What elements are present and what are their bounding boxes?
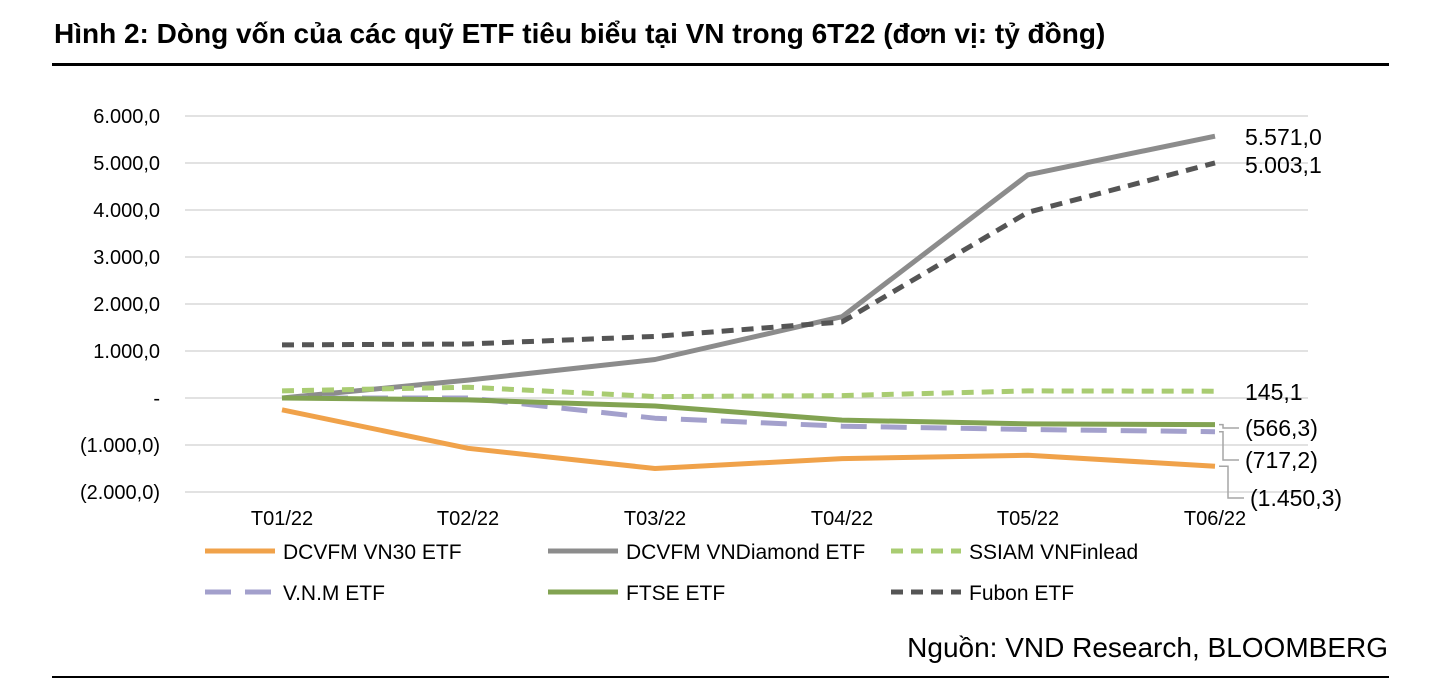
y-tick-label: 2.000,0 bbox=[93, 294, 160, 316]
legend-label: DCVFM VN30 ETF bbox=[283, 541, 462, 564]
legend-label: FTSE ETF bbox=[626, 582, 725, 605]
source-note: Nguồn: VND Research, BLOOMBERG bbox=[907, 632, 1388, 663]
y-tick-label: 1.000,0 bbox=[93, 341, 160, 363]
legend-label: V.N.M ETF bbox=[283, 582, 385, 605]
x-tick-label: T06/22 bbox=[1184, 508, 1246, 530]
grid-lines bbox=[185, 115, 1308, 493]
end-label: 5.571,0 bbox=[1245, 124, 1322, 150]
series-line-2 bbox=[281, 384, 1216, 400]
series-line-0 bbox=[281, 407, 1216, 471]
legend-label: DCVFM VNDiamond ETF bbox=[626, 541, 865, 564]
y-tick-label: - bbox=[153, 388, 160, 410]
bottom-rule bbox=[52, 676, 1389, 678]
y-tick-label: 3.000,0 bbox=[93, 247, 160, 269]
series-line-4 bbox=[281, 395, 1216, 428]
end-label: 5.003,1 bbox=[1245, 152, 1322, 178]
series-line-5 bbox=[281, 160, 1216, 348]
legend-label: Fubon ETF bbox=[969, 582, 1074, 605]
y-tick-label: 5.000,0 bbox=[93, 153, 160, 175]
x-axis-ticks: T01/22 T02/22 T03/22 T04/22 T05/22 T06/22 bbox=[251, 508, 1246, 530]
legend: DCVFM VN30 ETF DCVFM VNDiamond ETF SSIAM V… bbox=[205, 541, 1138, 605]
y-tick-label: 4.000,0 bbox=[93, 200, 160, 222]
x-tick-label: T04/22 bbox=[811, 508, 873, 530]
series-lines bbox=[281, 133, 1216, 471]
x-tick-label: T03/22 bbox=[624, 508, 686, 530]
end-label-leader bbox=[1219, 465, 1244, 499]
end-label-leader bbox=[1219, 430, 1239, 461]
end-label-leader bbox=[1219, 423, 1239, 429]
y-tick-label: 6.000,0 bbox=[93, 106, 160, 128]
series-line-1 bbox=[281, 133, 1216, 401]
series-line-3 bbox=[282, 395, 1216, 435]
legend-label: SSIAM VNFinlead bbox=[969, 541, 1138, 564]
end-labels: (1.450,3) 5.571,0 145,1 (717,2) (566,3) 5.003… bbox=[1219, 124, 1342, 511]
end-label: (1.450,3) bbox=[1250, 485, 1342, 511]
y-tick-label: (2.000,0) bbox=[80, 482, 160, 504]
x-tick-label: T05/22 bbox=[997, 508, 1059, 530]
y-axis-ticks: 6.000,0 5.000,0 4.000,0 3.000,0 2.000,0 1.000… bbox=[80, 106, 160, 504]
y-tick-label: (1.000,0) bbox=[80, 435, 160, 457]
end-label: (566,3) bbox=[1245, 415, 1318, 441]
chart-title: Hình 2: Dòng vốn của các quỹ ETF tiêu bi… bbox=[54, 18, 1106, 49]
x-tick-label: T01/22 bbox=[251, 508, 313, 530]
end-label: 145,1 bbox=[1245, 379, 1303, 405]
top-rule bbox=[52, 63, 1389, 66]
end-label: (717,2) bbox=[1245, 447, 1318, 473]
x-tick-label: T02/22 bbox=[437, 508, 499, 530]
